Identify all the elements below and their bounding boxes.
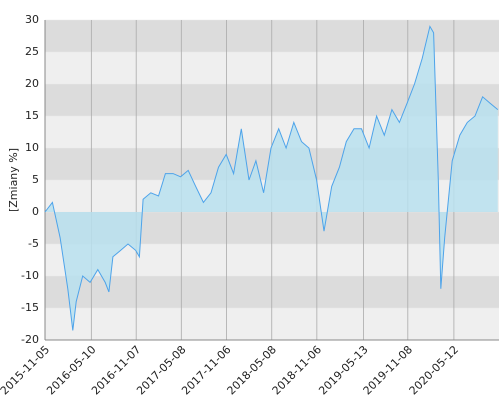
y-tick-label: -10: [21, 269, 39, 282]
y-tick-label: 0: [32, 205, 39, 218]
line: [44, 25, 499, 331]
y-axis-label: [Zmiany %]: [7, 148, 20, 212]
y-tick-label: 30: [25, 13, 39, 26]
y-tick-label: 10: [25, 141, 39, 154]
y-tick-label: 25: [25, 45, 39, 58]
y-tick-label: 15: [25, 109, 39, 122]
y-tick-label: 20: [25, 77, 39, 90]
y-tick-label: -15: [21, 301, 39, 314]
y-tick-label: 5: [32, 173, 39, 186]
area: [45, 26, 498, 331]
y-tick-label: -20: [21, 333, 39, 346]
y-tick-label: -5: [28, 237, 39, 250]
x-tick-label: 2020-05-12: [407, 343, 461, 397]
